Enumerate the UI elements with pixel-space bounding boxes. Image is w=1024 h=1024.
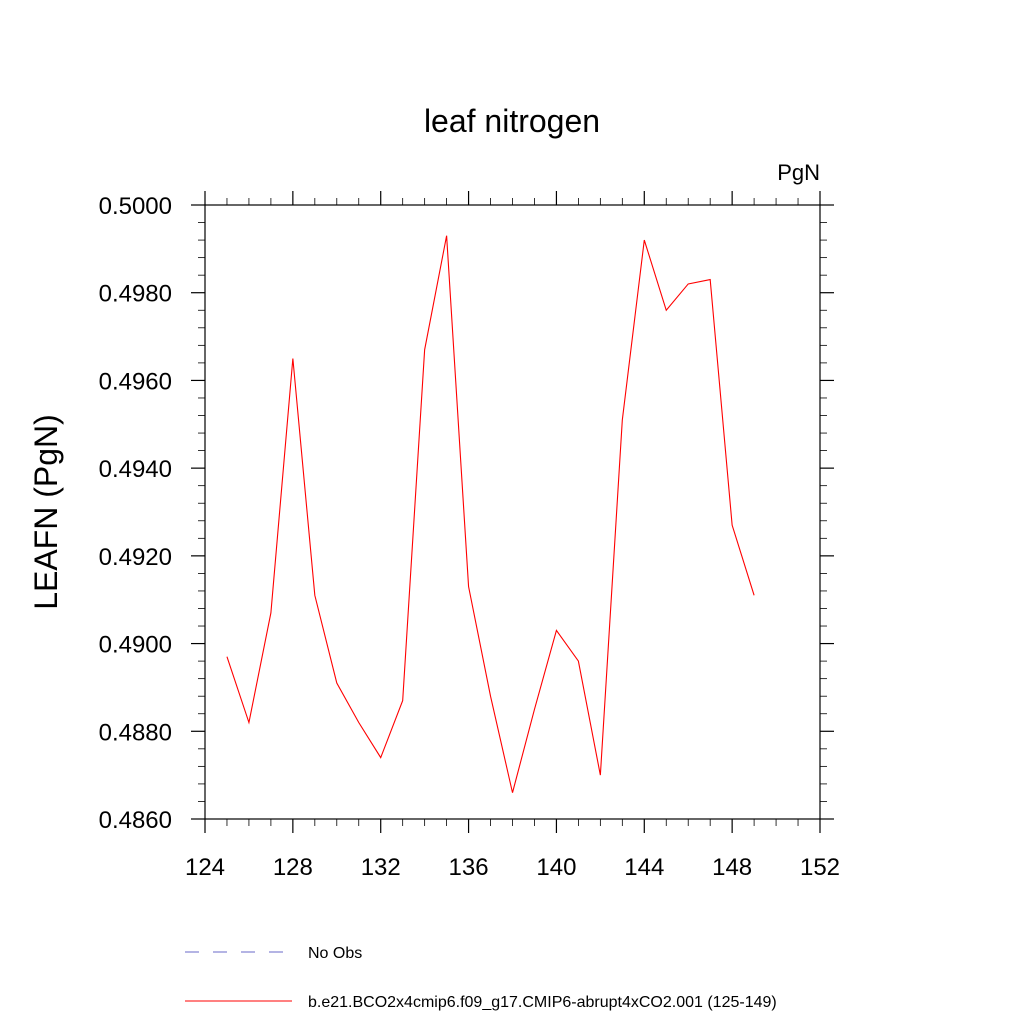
y-tick-label: 0.4860 (99, 807, 172, 834)
chart-title: leaf nitrogen (424, 103, 600, 139)
plot-frame (204, 204, 821, 820)
data-point (598, 773, 603, 778)
data-point (466, 584, 471, 589)
y-tick-label: 0.4980 (99, 281, 172, 308)
data-point (642, 238, 647, 243)
data-point (510, 790, 515, 795)
data-point (268, 610, 273, 615)
data-point (532, 707, 537, 712)
legend: No Obs b.e21.BCO2x4cmip6.f09_g17.CMIP6-a… (185, 945, 777, 1011)
x-tick-label: 140 (536, 854, 576, 881)
data-point (400, 698, 405, 703)
data-point (664, 308, 669, 313)
x-tick-label: 152 (800, 854, 840, 881)
legend-label-no-obs: No Obs (308, 945, 362, 962)
legend-label-series: b.e21.BCO2x4cmip6.f09_g17.CMIP6-abrupt4x… (308, 994, 777, 1011)
y-tick-label: 0.4880 (99, 719, 172, 746)
data-point (224, 654, 229, 659)
y-tick-label: 0.4940 (99, 456, 172, 483)
units-label: PgN (777, 160, 820, 185)
x-tick-label: 148 (712, 854, 752, 881)
series-line (226, 235, 755, 793)
y-tick-label: 0.4900 (99, 632, 172, 659)
data-point (554, 628, 559, 633)
data-point (444, 233, 449, 238)
series-layer (224, 233, 757, 795)
y-tick-label: 0.4960 (99, 368, 172, 395)
data-point (752, 593, 757, 598)
data-point (576, 659, 581, 664)
data-point (488, 694, 493, 699)
y-tick-label: 0.4920 (99, 544, 172, 571)
x-tick-label: 136 (449, 854, 489, 881)
data-point (686, 281, 691, 286)
data-point (312, 593, 317, 598)
data-point (334, 681, 339, 686)
data-point (356, 720, 361, 725)
y-tick-label: 0.5000 (99, 193, 172, 220)
x-tick-label: 144 (624, 854, 664, 881)
data-point (246, 720, 251, 725)
data-point (290, 356, 295, 361)
x-tick-label: 128 (273, 854, 313, 881)
data-point (422, 347, 427, 352)
x-tick-label: 132 (361, 854, 401, 881)
data-point (730, 523, 735, 528)
x-axis-ticks: 124 128 132 136 140 144 148 152 (185, 191, 840, 881)
data-point (378, 755, 383, 760)
data-point (620, 417, 625, 422)
y-axis-ticks: 0.4860 0.4880 0.4900 0.4920 0.4940 0.4960 0.49… (99, 193, 834, 834)
data-point (708, 277, 713, 282)
x-tick-label: 124 (185, 854, 225, 881)
y-axis-label: LEAFN (PgN) (28, 414, 64, 610)
